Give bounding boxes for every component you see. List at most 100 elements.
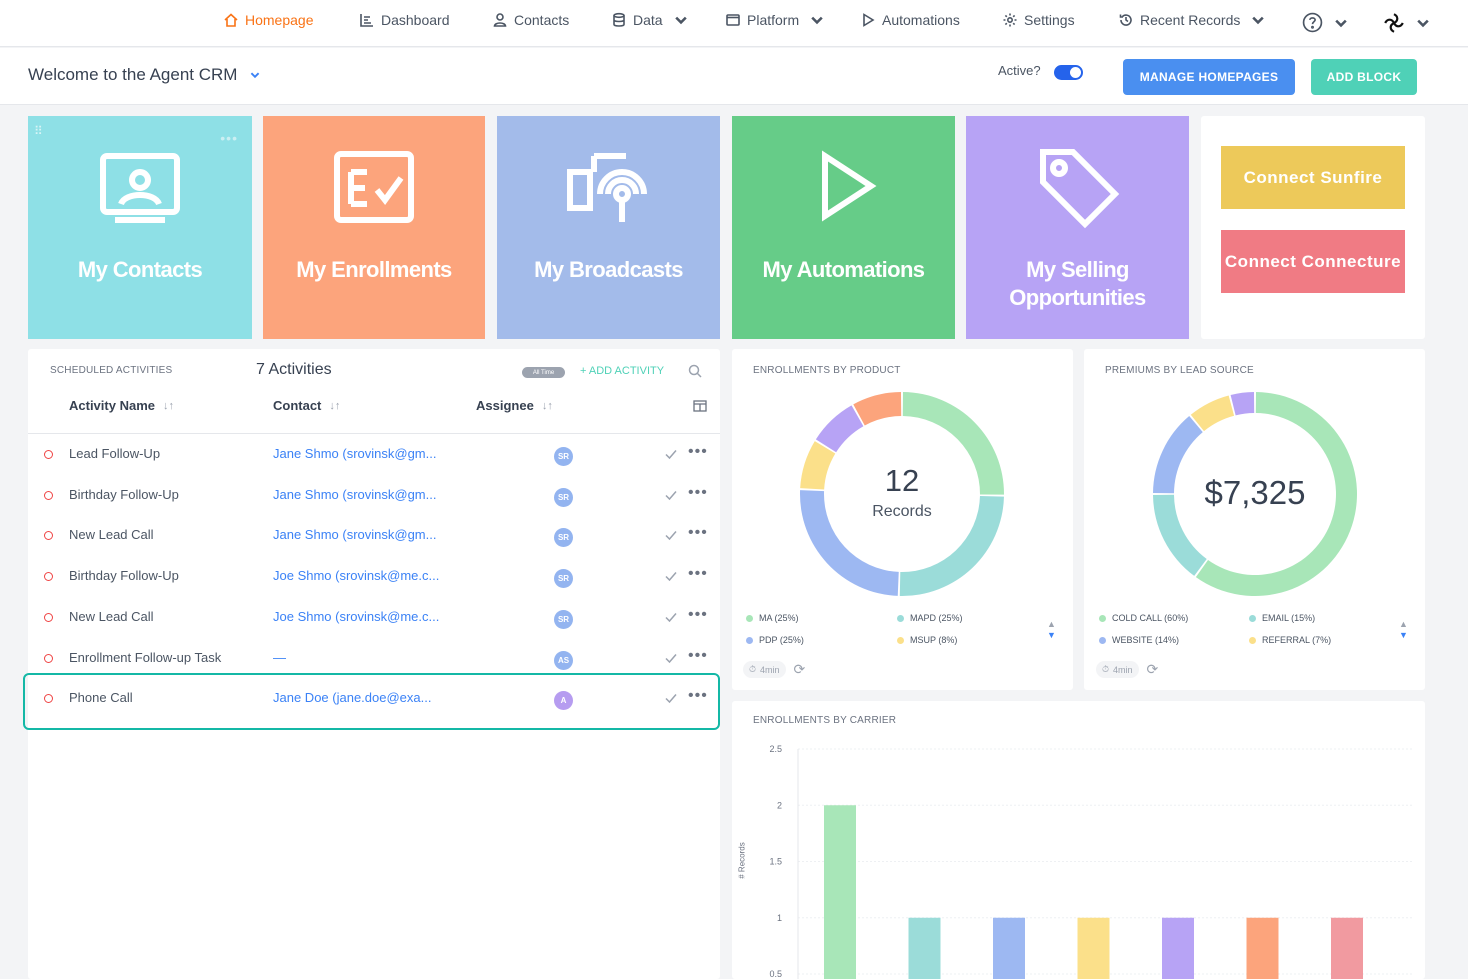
column-header-assignee[interactable]: Assignee ↓↑ [476,398,553,413]
drag-handle-icon[interactable]: ⠿ [34,124,43,138]
bar[interactable] [1162,917,1194,979]
bar[interactable] [1077,917,1110,979]
activity-name[interactable]: Phone Call [69,690,133,706]
status-circle-icon[interactable] [44,572,53,582]
donut-slice[interactable] [800,441,836,490]
donut-slice[interactable] [1190,395,1235,432]
columns-icon[interactable] [693,400,707,412]
nav-platform[interactable]: Platform [725,12,825,28]
bar[interactable] [1331,917,1363,979]
legend-item[interactable]: MA (25%) [746,613,799,623]
search-icon[interactable] [688,364,702,378]
complete-check-icon[interactable] [664,569,678,583]
more-options-icon[interactable]: ••• [688,565,708,583]
contact-link[interactable]: Jane Shmo (srovinsk@gm... [273,446,437,461]
bar[interactable] [908,917,941,979]
contact-link[interactable]: Joe Shmo (srovinsk@me.c... [273,608,440,624]
column-header-activity-name[interactable]: Activity Name ↓↑ [69,398,174,413]
more-options-icon[interactable]: ••• [688,524,708,542]
table-row[interactable]: Enrollment Follow-up Task — AS ••• [28,638,720,678]
contact-link[interactable]: Jane Doe (jane.doe@exa... [273,690,432,706]
table-row[interactable]: Birthday Follow-Up Joe Shmo (srovinsk@me.… [28,556,720,596]
donut-slice[interactable] [902,392,1004,495]
complete-check-icon[interactable] [664,691,678,705]
activity-name[interactable]: New Lead Call [69,527,154,543]
legend-item[interactable]: MAPD (25%) [897,613,963,623]
status-circle-icon[interactable] [44,531,53,541]
tile-my-contacts[interactable]: ⠿ ••• My Contacts [28,116,252,339]
donut-slice[interactable] [1195,392,1357,596]
account-menu[interactable] [1383,12,1431,34]
contact-link[interactable]: Jane Shmo (srovinsk@gm... [273,486,437,502]
table-row[interactable]: Phone Call Jane Doe (jane.doe@exa... A ••• [28,678,720,718]
status-circle-icon[interactable] [44,490,53,500]
activity-name[interactable]: Birthday Follow-Up [69,486,179,502]
complete-check-icon[interactable] [664,528,678,542]
donut-slice[interactable] [899,496,1004,596]
more-options-icon[interactable]: ••• [688,646,708,664]
time-filter-badge[interactable]: All Time [522,367,565,378]
table-row[interactable]: New Lead Call Joe Shmo (srovinsk@me.c... S… [28,597,720,637]
add-activity-button[interactable]: + ADD ACTIVITY [580,365,665,377]
refresh-icon[interactable]: ⟳ [793,661,806,677]
nav-data[interactable]: Data [611,12,689,28]
donut-slice[interactable] [815,405,864,453]
donut-slice[interactable] [800,490,899,596]
add-block-button[interactable]: ADD BLOCK [1311,59,1417,95]
tile-my-automations[interactable]: My Automations [732,116,955,339]
connect-connecture-button[interactable]: Connect Connecture [1221,230,1405,293]
contact-link[interactable]: Jane Shmo (srovinsk@gm... [273,527,437,543]
nav-dashboard[interactable]: Dashboard [359,12,450,28]
homepage-selector[interactable]: Welcome to the Agent CRM [28,65,261,85]
help-menu[interactable] [1302,12,1349,33]
bar[interactable] [1246,917,1279,979]
status-circle-icon[interactable] [44,450,53,459]
donut-slice[interactable] [1230,392,1255,416]
complete-check-icon[interactable] [664,651,678,665]
status-circle-icon[interactable] [44,612,53,622]
contact-link[interactable]: Joe Shmo (srovinsk@me.c... [273,568,440,584]
legend-item[interactable]: WEBSITE (14%) [1099,635,1179,645]
complete-check-icon[interactable] [664,610,678,624]
legend-item[interactable]: REFERRAL (7%) [1249,635,1331,645]
tile-my-selling-opportunities[interactable]: My Selling Opportunities [966,116,1189,339]
arrow-up-icon[interactable]: ▲ [1047,619,1056,629]
activity-name[interactable]: Lead Follow-Up [69,446,161,461]
legend-item[interactable]: MSUP (8%) [897,635,957,645]
more-options-icon[interactable]: ••• [688,687,708,705]
column-header-contact[interactable]: Contact ↓↑ [273,398,340,413]
activity-name[interactable]: Enrollment Follow-up Task [69,649,222,665]
legend-pager[interactable]: ▲ ▼ [1047,619,1056,641]
table-row[interactable]: Lead Follow-Up Jane Shmo (srovinsk@gm... S… [28,434,720,474]
arrow-down-icon[interactable]: ▼ [1047,630,1056,640]
nav-settings[interactable]: Settings [1002,12,1075,28]
donut-slice[interactable] [853,392,902,426]
nav-automations[interactable]: Automations [860,12,960,28]
nav-homepage[interactable]: Homepage [223,12,314,28]
legend-item[interactable]: PDP (25%) [746,635,804,645]
tile-my-broadcasts[interactable]: My Broadcasts [497,116,720,339]
nav-contacts[interactable]: Contacts [492,12,569,28]
bar[interactable] [824,805,856,979]
donut-slice[interactable] [1153,416,1203,494]
activity-name[interactable]: New Lead Call [69,608,154,624]
active-toggle[interactable] [1054,65,1083,80]
status-circle-icon[interactable] [44,694,53,704]
complete-check-icon[interactable] [664,447,678,461]
legend-pager[interactable]: ▲ ▼ [1399,619,1408,641]
more-options-icon[interactable]: ••• [688,443,708,460]
donut-slice[interactable] [1153,494,1207,576]
table-row[interactable]: New Lead Call Jane Shmo (srovinsk@gm... SR… [28,515,720,555]
contact-link[interactable]: — [273,649,286,665]
activity-name[interactable]: Birthday Follow-Up [69,568,179,584]
legend-item[interactable]: COLD CALL (60%) [1099,613,1188,623]
complete-check-icon[interactable] [664,488,678,502]
refresh-icon[interactable]: ⟳ [1146,661,1159,677]
manage-homepages-button[interactable]: MANAGE HOMEPAGES [1123,59,1295,95]
legend-item[interactable]: EMAIL (15%) [1249,613,1315,623]
nav-recent-records[interactable]: Recent Records [1118,12,1266,28]
arrow-up-icon[interactable]: ▲ [1399,619,1408,629]
connect-sunfire-button[interactable]: Connect Sunfire [1221,146,1405,209]
arrow-down-icon[interactable]: ▼ [1399,630,1408,640]
table-row[interactable]: Birthday Follow-Up Jane Shmo (srovinsk@gm… [28,475,720,515]
